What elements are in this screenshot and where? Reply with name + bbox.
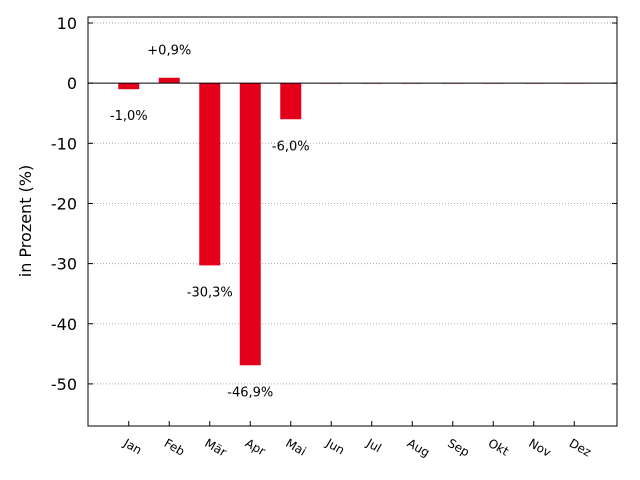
- bar-mär: [199, 83, 221, 266]
- y-tick-label: 10: [57, 14, 77, 33]
- x-tick-label: Apr: [243, 436, 268, 459]
- data-label: -1,0%: [110, 109, 148, 124]
- x-tick-label: Aug: [405, 436, 432, 460]
- data-label: -6,0%: [272, 139, 310, 154]
- y-tick-label: -20: [51, 194, 77, 213]
- y-tick-label: -10: [51, 134, 77, 153]
- bar-apr: [239, 83, 261, 366]
- x-tick-label: Okt: [486, 436, 512, 459]
- bar-jan: [118, 83, 140, 90]
- y-tick-label: 0: [67, 74, 77, 93]
- x-tick-label: Jun: [323, 435, 347, 457]
- y-tick-label: -40: [51, 315, 77, 334]
- y-tick-label: -30: [51, 255, 77, 274]
- data-label: -46,9%: [227, 385, 273, 400]
- x-tick-label: Jul: [363, 435, 383, 455]
- x-tick-label: Dez: [567, 436, 594, 460]
- data-labels: -1,0% +0,9% -30,3% -46,9% -6,0%: [110, 44, 310, 401]
- x-axis-ticks: Jan Feb Mär Apr Mai Jun Jul Aug Sep Okt Nov Dez: [120, 421, 594, 460]
- data-label: +0,9%: [147, 44, 191, 59]
- x-tick-label: Mai: [283, 436, 308, 459]
- plot-area: [87, 16, 618, 427]
- bar-mai: [280, 83, 302, 120]
- x-tick-label: Nov: [526, 436, 553, 460]
- y-axis-ticks: 10 0 -10 -20 -30 -40 -50: [51, 14, 617, 394]
- x-tick-label: Jan: [120, 435, 144, 457]
- x-tick-label: Mär: [202, 436, 229, 459]
- gridlines: [88, 22, 617, 385]
- y-axis-title: in Prozent (%): [16, 165, 35, 277]
- bar-feb: [158, 77, 180, 84]
- x-tick-label: Sep: [445, 436, 472, 459]
- y-tick-label: -50: [51, 375, 77, 394]
- data-label: -30,3%: [187, 285, 233, 300]
- x-tick-label: Feb: [162, 436, 187, 459]
